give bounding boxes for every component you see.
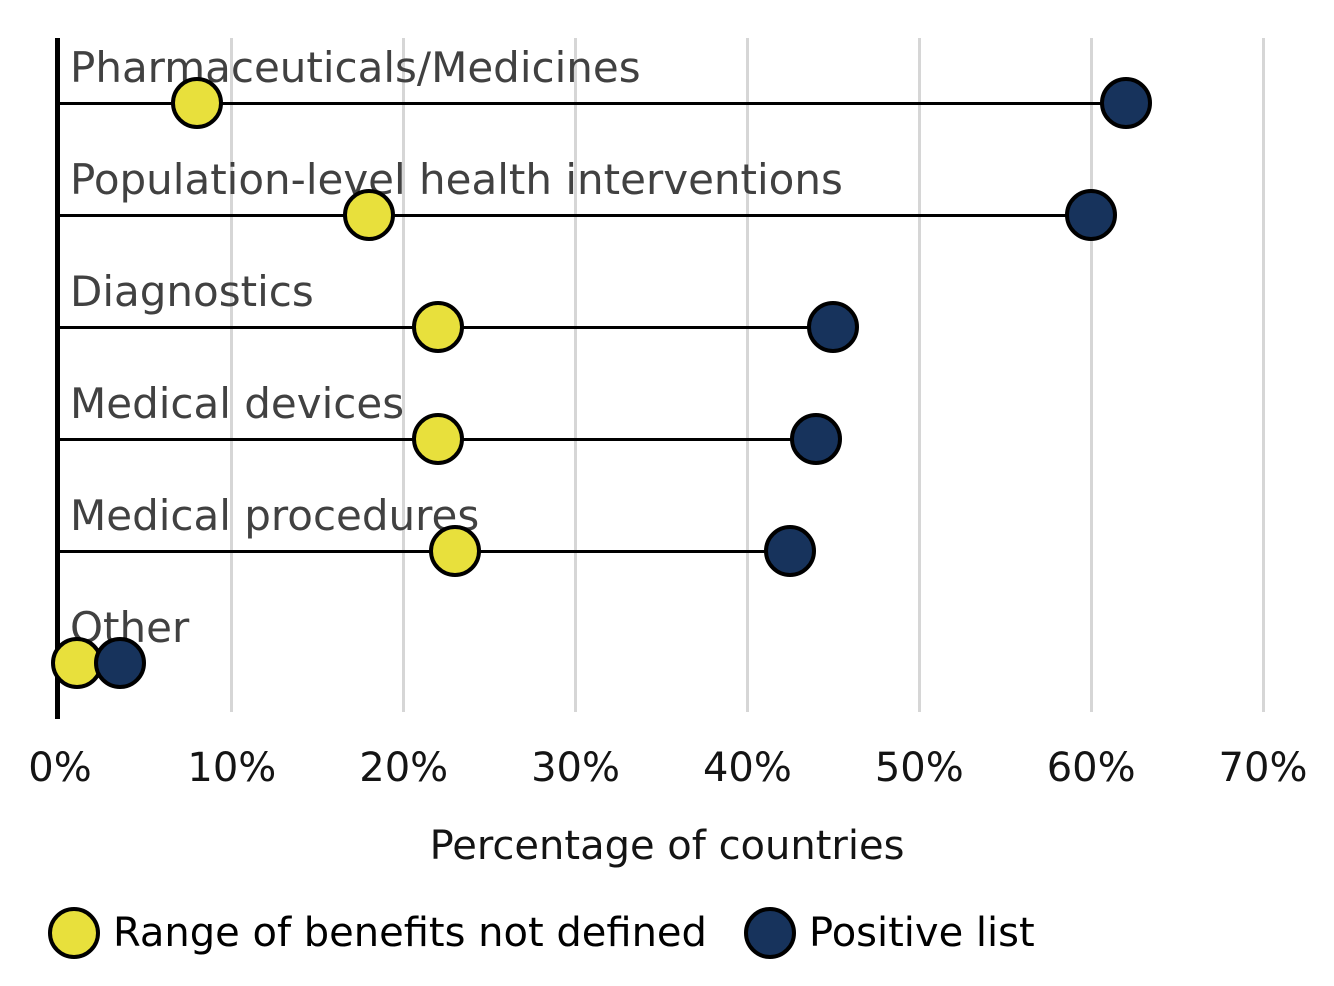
marker-positive-list — [790, 413, 843, 465]
category-label: Diagnostics — [70, 267, 314, 316]
x-tick-label: 60% — [1046, 745, 1136, 791]
marker-range-not-defined — [343, 189, 396, 241]
marker-positive-list — [764, 525, 817, 577]
category-label: Pharmaceuticals/Medicines — [70, 43, 641, 92]
legend-item-positive-list: Positive list — [744, 907, 1035, 959]
x-tick-label: 10% — [187, 745, 277, 791]
category-label: Population-level health interventions — [70, 155, 843, 204]
x-tick-label: 30% — [531, 745, 621, 791]
x-tick-label: 0% — [28, 745, 92, 791]
marker-range-not-defined — [412, 413, 465, 465]
marker-range-not-defined — [429, 525, 482, 577]
gridline — [402, 38, 406, 712]
gridline — [230, 38, 234, 712]
gridline — [1261, 38, 1265, 712]
marker-positive-list — [94, 637, 147, 689]
connector-line — [57, 213, 1092, 217]
connector-line — [57, 101, 1126, 105]
marker-positive-list — [1099, 77, 1152, 129]
x-tick-label: 50% — [874, 745, 964, 791]
legend-swatch-range-not-defined-icon — [48, 907, 100, 959]
gridline — [745, 38, 749, 712]
gridline — [1089, 38, 1093, 712]
legend-item-range-not-defined: Range of benefits not defined — [48, 907, 707, 959]
y-axis-line — [54, 38, 60, 719]
category-label: Medical procedures — [70, 491, 480, 540]
legend-swatch-positive-list-icon — [744, 907, 796, 959]
legend-label: Range of benefits not defined — [113, 910, 707, 956]
legend-label: Positive list — [809, 910, 1035, 956]
marker-positive-list — [1065, 189, 1118, 241]
x-tick-label: 70% — [1218, 745, 1308, 791]
marker-range-not-defined — [171, 77, 224, 129]
x-axis-title: Percentage of countries — [429, 823, 905, 869]
connector-line — [57, 549, 791, 553]
gridline — [917, 38, 921, 712]
category-label: Medical devices — [70, 379, 405, 428]
marker-positive-list — [807, 301, 860, 353]
gridline — [574, 38, 578, 712]
x-tick-label: 40% — [702, 745, 792, 791]
x-tick-label: 20% — [359, 745, 449, 791]
marker-range-not-defined — [412, 301, 465, 353]
